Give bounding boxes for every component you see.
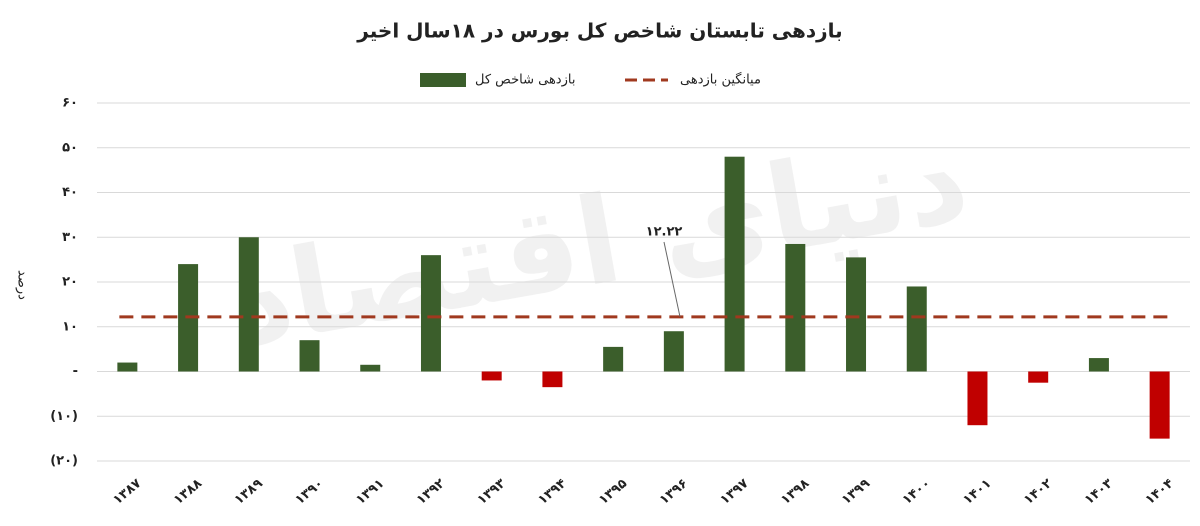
bar — [238, 237, 259, 372]
legend-label: بازدهی شاخص کل — [475, 73, 575, 88]
y-tick-label: ۱۰ — [62, 319, 78, 334]
bar — [906, 286, 927, 372]
x-tick-label: ۱۳۹۴ — [535, 476, 569, 508]
y-tick-label: - — [73, 364, 78, 379]
x-tick-label: ۱۳۹۷ — [718, 476, 752, 508]
legend-label: میانگین بازدهی — [680, 72, 761, 88]
x-tick-label: ۱۳۹۶ — [657, 476, 691, 508]
y-tick-label: ۲۰ — [62, 275, 78, 290]
x-tick-label: ۱۳۹۹ — [839, 476, 873, 508]
bar — [1149, 371, 1170, 439]
x-tick-label: ۱۳۹۲ — [414, 476, 448, 508]
bar — [967, 371, 988, 426]
chart-title: بازدهی تابستان شاخص کل بورس در ۱۸سال اخی… — [356, 19, 842, 43]
bar — [785, 243, 806, 372]
y-axis-title: درصد — [15, 270, 30, 300]
legend-swatch — [420, 73, 466, 87]
x-tick-label: ۱۳۸۷ — [110, 476, 144, 508]
x-tick-label: ۱۳۸۹ — [232, 476, 266, 508]
bar — [481, 371, 502, 381]
x-tick-label: ۱۴۰۰ — [900, 476, 934, 508]
bar — [663, 331, 684, 372]
annotation-leader — [663, 241, 681, 317]
mean-label: ۱۲.۲۲ — [646, 225, 683, 240]
x-tick-label: ۱۳۸۸ — [171, 476, 205, 508]
y-tick-label: (۲۰) — [50, 454, 78, 469]
x-tick-label: ۱۳۹۰ — [293, 476, 327, 508]
bar — [724, 156, 745, 372]
bar — [1088, 358, 1109, 372]
y-tick-label: ۶۰ — [62, 96, 78, 111]
y-tick-label: (۱۰) — [50, 409, 78, 424]
bar — [603, 346, 624, 372]
y-tick-label: ۳۰ — [62, 230, 78, 245]
bar — [420, 255, 441, 372]
bar — [1028, 371, 1049, 383]
x-tick-label: ۱۳۹۸ — [778, 476, 812, 508]
y-tick-label: ۴۰ — [62, 185, 78, 200]
bar — [846, 257, 867, 372]
y-tick-label: ۵۰ — [62, 140, 78, 155]
bar — [117, 362, 138, 372]
x-tick-label: ۱۳۹۳ — [475, 476, 509, 508]
x-tick-label: ۱۳۹۱ — [353, 476, 387, 508]
bar — [542, 371, 563, 388]
bar — [360, 364, 381, 372]
bar — [299, 340, 320, 372]
x-tick-label: ۱۴۰۴ — [1143, 476, 1177, 508]
x-tick-label: ۱۳۹۵ — [596, 476, 630, 508]
x-tick-label: ۱۴۰۳ — [1082, 476, 1116, 508]
x-tick-label: ۱۴۰۱ — [960, 476, 994, 508]
x-tick-label: ۱۴۰۲ — [1021, 476, 1055, 508]
